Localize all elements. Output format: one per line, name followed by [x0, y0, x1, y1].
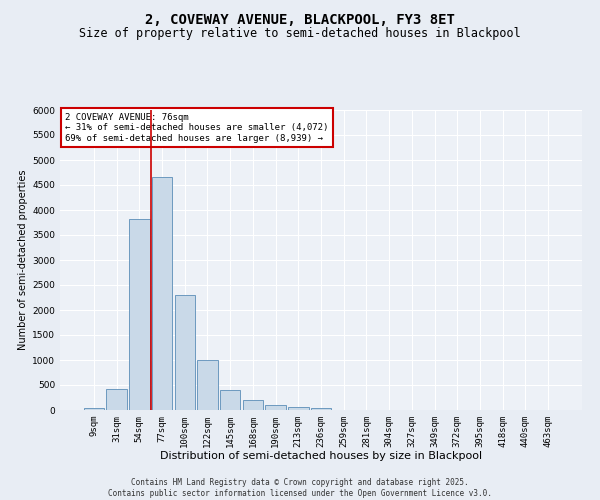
Bar [152, 176, 172, 410]
Bar [242, 400, 263, 410]
Bar [220, 390, 241, 410]
Y-axis label: Number of semi-detached properties: Number of semi-detached properties [18, 170, 28, 350]
Bar [197, 360, 218, 410]
Bar [129, 219, 149, 410]
X-axis label: Distribution of semi-detached houses by size in Blackpool: Distribution of semi-detached houses by … [160, 452, 482, 462]
Bar [84, 408, 104, 410]
Bar [288, 406, 308, 410]
Text: 2, COVEWAY AVENUE, BLACKPOOL, FY3 8ET: 2, COVEWAY AVENUE, BLACKPOOL, FY3 8ET [145, 12, 455, 26]
Bar [175, 295, 195, 410]
Text: Contains HM Land Registry data © Crown copyright and database right 2025.
Contai: Contains HM Land Registry data © Crown c… [108, 478, 492, 498]
Text: 2 COVEWAY AVENUE: 76sqm
← 31% of semi-detached houses are smaller (4,072)
69% of: 2 COVEWAY AVENUE: 76sqm ← 31% of semi-de… [65, 113, 329, 143]
Bar [265, 405, 286, 410]
Bar [311, 408, 331, 410]
Text: Size of property relative to semi-detached houses in Blackpool: Size of property relative to semi-detach… [79, 28, 521, 40]
Bar [106, 388, 127, 410]
